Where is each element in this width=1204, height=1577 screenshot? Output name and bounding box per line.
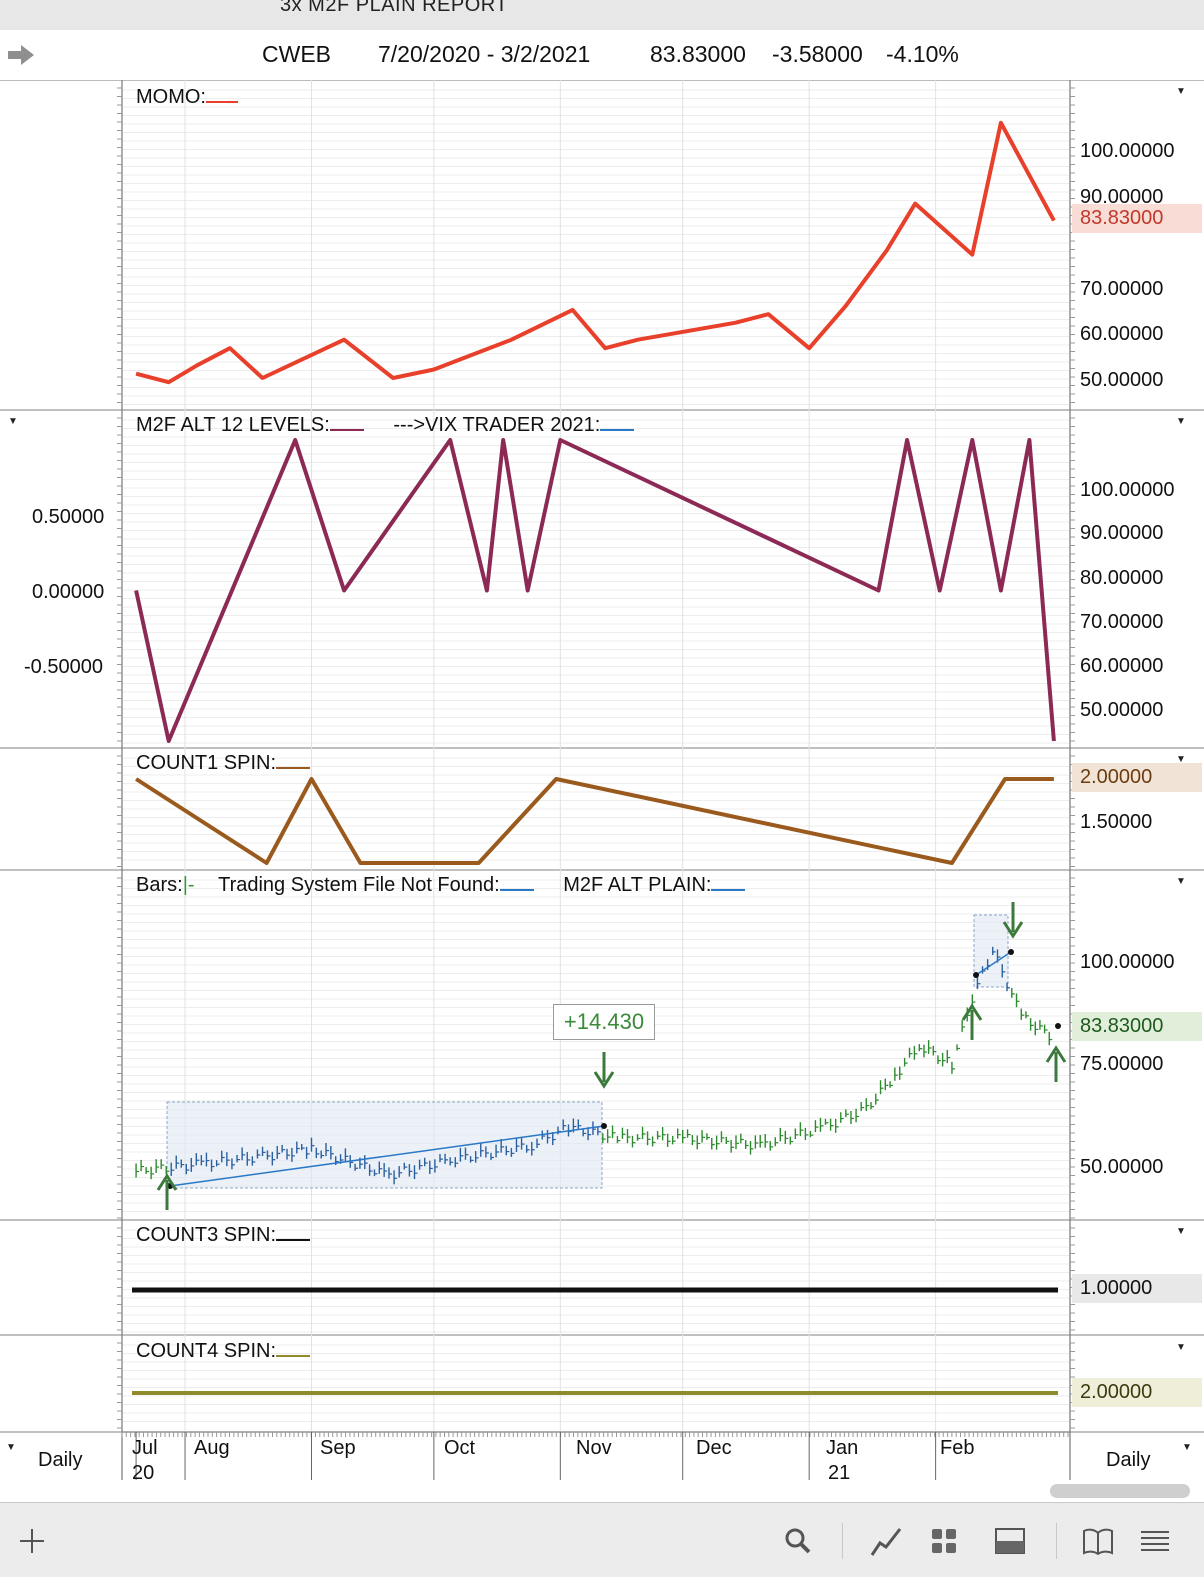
- book-icon[interactable]: [1082, 1527, 1114, 1555]
- x-month-label: Oct: [444, 1437, 475, 1460]
- count3-label: COUNT3 SPIN:: [136, 1224, 310, 1247]
- plus-icon[interactable]: [18, 1527, 46, 1555]
- chart-canvas[interactable]: [0, 0, 1204, 1502]
- alt12-left-tick: -0.50000: [24, 656, 103, 679]
- trade-marker-dot: [1008, 949, 1014, 955]
- momo-label: MOMO:: [136, 86, 238, 109]
- momo-tick: 60.00000: [1080, 323, 1163, 346]
- alt12-left-tick: 0.50000: [32, 506, 104, 529]
- momo-tick: 100.00000: [1080, 140, 1175, 163]
- pane-menu-icon[interactable]: ▼: [1176, 876, 1186, 887]
- panel-icon[interactable]: [994, 1527, 1026, 1555]
- x-month-label: Jan: [826, 1437, 858, 1460]
- count4-price-tag: 2.00000: [1072, 1378, 1202, 1407]
- count1-label: COUNT1 SPIN:: [136, 752, 310, 775]
- x-month-label: Feb: [940, 1437, 974, 1460]
- count1-price-tag: 2.00000: [1072, 763, 1202, 792]
- momo-legend-swatch: [206, 89, 238, 103]
- alt12-right-tick: 90.00000: [1080, 522, 1163, 545]
- toolbar-divider: [842, 1523, 843, 1559]
- period-selector-left[interactable]: Daily: [38, 1449, 82, 1472]
- search-icon[interactable]: [784, 1527, 812, 1555]
- count3-legend-swatch: [276, 1227, 310, 1241]
- alt12-right-tick: 60.00000: [1080, 655, 1163, 678]
- alt12-right-tick: 70.00000: [1080, 611, 1163, 634]
- horizontal-scrollbar[interactable]: [1050, 1484, 1190, 1498]
- menu-icon[interactable]: [1140, 1529, 1170, 1553]
- x-month-label: Nov: [576, 1437, 612, 1460]
- vix-legend-swatch: [600, 417, 634, 431]
- count1-legend-swatch: [276, 755, 310, 769]
- trade-marker-dot: [973, 972, 979, 978]
- grid-icon[interactable]: [930, 1527, 958, 1555]
- count4-legend-swatch: [276, 1343, 310, 1357]
- alt12-legend-swatch: [330, 417, 364, 431]
- count4-label: COUNT4 SPIN:: [136, 1340, 310, 1363]
- bars-tick: 75.00000: [1080, 1053, 1163, 1076]
- x-month-label: Aug: [194, 1437, 230, 1460]
- line-chart-icon[interactable]: [870, 1525, 904, 1557]
- period-menu-icon[interactable]: ▼: [6, 1442, 16, 1453]
- pane-menu-icon[interactable]: ▼: [1176, 1342, 1186, 1353]
- momo-tick: 50.00000: [1080, 369, 1163, 392]
- momo-tick: 70.00000: [1080, 278, 1163, 301]
- x-month-label: Jul: [132, 1437, 158, 1460]
- period-menu-icon[interactable]: ▼: [1182, 1442, 1192, 1453]
- momo-price-tag: 83.83000: [1072, 204, 1202, 233]
- pane-menu-icon[interactable]: ▼: [1176, 1226, 1186, 1237]
- x-year-label: 21: [828, 1462, 850, 1485]
- count3-price-tag: 1.00000: [1072, 1274, 1202, 1303]
- trade-profit-label: +14.430: [553, 1004, 655, 1040]
- pane-menu-icon[interactable]: ▼: [1176, 86, 1186, 97]
- bottom-toolbar: [0, 1502, 1204, 1577]
- bars-label: Bars:|- Trading System File Not Found: M…: [136, 874, 745, 897]
- altplain-legend-swatch: [711, 877, 745, 891]
- trade-marker-dot: [601, 1123, 607, 1129]
- bars-price-tag: 83.83000: [1072, 1012, 1202, 1041]
- pane-menu-icon[interactable]: ▼: [1176, 416, 1186, 427]
- alt12-right-tick: 80.00000: [1080, 567, 1163, 590]
- bars-tick: 50.00000: [1080, 1156, 1163, 1179]
- alt12-label: M2F ALT 12 LEVELS: --->VIX TRADER 2021:: [136, 414, 634, 437]
- x-year-label: 20: [132, 1462, 154, 1485]
- bars-tick: 100.00000: [1080, 951, 1175, 974]
- period-selector-right[interactable]: Daily: [1106, 1449, 1150, 1472]
- trade-marker-dot: [1055, 1023, 1061, 1029]
- alt12-right-tick: 50.00000: [1080, 699, 1163, 722]
- tsf-legend-swatch: [500, 877, 534, 891]
- count1-tick: 1.50000: [1080, 811, 1152, 834]
- alt12-left-tick: 0.00000: [32, 581, 104, 604]
- pane-menu-icon[interactable]: ▼: [8, 416, 18, 427]
- alt12-right-tick: 100.00000: [1080, 479, 1175, 502]
- pane-menu-icon[interactable]: ▼: [1176, 754, 1186, 765]
- momo-line: [136, 123, 1054, 382]
- toolbar-divider: [1056, 1523, 1057, 1559]
- x-month-label: Dec: [696, 1437, 732, 1460]
- x-month-label: Sep: [320, 1437, 356, 1460]
